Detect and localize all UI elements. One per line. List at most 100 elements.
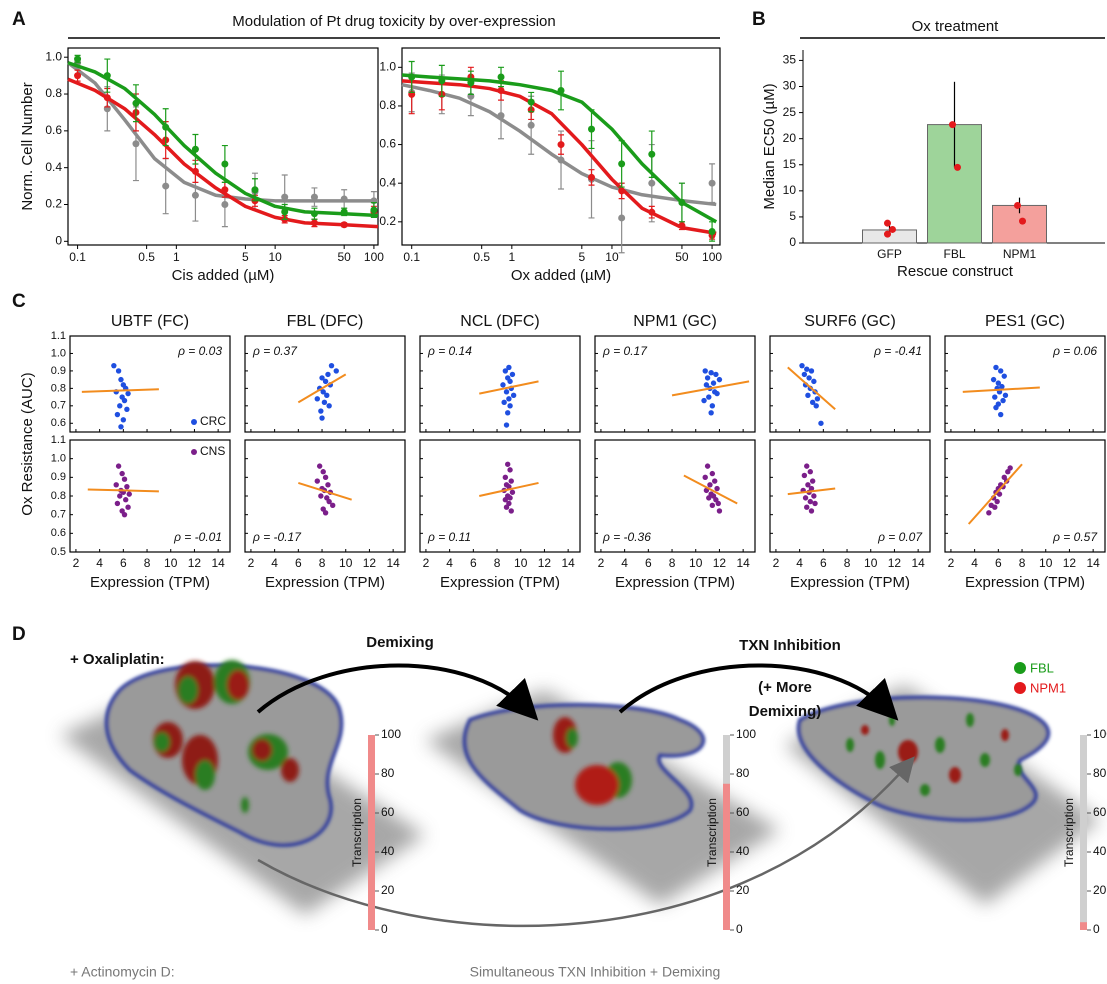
- data-point: [708, 369, 714, 376]
- y-axis-label: Median EC50 (µM): [761, 83, 778, 209]
- y-axis-label: Norm. Cell Number: [19, 82, 36, 210]
- replicate-point: [1014, 201, 1021, 209]
- data-point: [801, 371, 808, 378]
- plot-frame: [401, 47, 721, 246]
- data-point: [813, 403, 819, 409]
- data-point: [557, 141, 565, 149]
- y-tick-label: 0: [55, 233, 62, 247]
- data-point: [998, 411, 1004, 418]
- data-point: [996, 491, 1003, 497]
- x-tick-label: 14: [911, 556, 925, 570]
- x-tick-label: NPM1: [1003, 247, 1037, 261]
- x-tick-label: 6: [645, 556, 652, 570]
- x-tick-label: 2: [73, 556, 80, 570]
- data-point: [322, 510, 329, 516]
- x-tick-label: 100: [702, 250, 722, 264]
- data-point: [340, 208, 348, 216]
- data-point: [812, 500, 818, 507]
- colorbar-tick-label: 80: [381, 766, 395, 780]
- data-point: [807, 469, 813, 475]
- data-point: [310, 210, 318, 218]
- annotation: ρ = -0.36: [602, 530, 651, 544]
- panel-label: C: [12, 291, 26, 312]
- data-point: [510, 392, 517, 399]
- colorbar-tick-label: 100: [736, 727, 756, 741]
- x-axis-label: Expression (TPM): [790, 574, 910, 591]
- data-point: [191, 145, 199, 153]
- x-tick-label: 12: [713, 556, 727, 570]
- x-tick-label: 14: [561, 556, 575, 570]
- x-tick-label: 4: [96, 556, 103, 570]
- data-point: [709, 470, 716, 477]
- data-point: [74, 55, 82, 63]
- colorbar-label: Transcription: [705, 798, 719, 867]
- data-point: [1002, 392, 1009, 399]
- colorbar-level: [1080, 922, 1087, 930]
- data-point: [325, 482, 331, 488]
- data-point: [708, 410, 714, 416]
- y-tick-label: 15: [783, 157, 797, 171]
- data-point: [509, 489, 516, 495]
- y-tick-label: 0.6: [379, 137, 396, 151]
- data-point: [527, 98, 535, 106]
- data-point: [320, 469, 326, 475]
- data-point: [708, 179, 716, 187]
- y-tick-label: 10: [783, 183, 797, 197]
- colorbar-tick-label: 20: [1093, 883, 1107, 897]
- data-point: [121, 397, 128, 404]
- x-tick-label: GFP: [877, 247, 902, 261]
- data-point: [710, 380, 717, 386]
- y-tick-label: 0.7: [51, 509, 66, 521]
- data-point: [124, 406, 130, 413]
- data-point: [507, 403, 513, 409]
- data-point: [502, 474, 509, 481]
- x-tick-label: 6: [995, 556, 1002, 570]
- data-point: [340, 195, 348, 203]
- y-tick-label: 1.0: [45, 49, 62, 63]
- fit-line: [479, 481, 539, 497]
- data-point: [316, 463, 323, 469]
- data-point: [281, 208, 289, 216]
- data-point: [121, 476, 128, 482]
- data-point: [506, 396, 512, 402]
- data-point: [221, 186, 229, 194]
- x-tick-label: 10: [864, 556, 878, 570]
- legend-label: CRC: [200, 414, 226, 428]
- plot-frame: [419, 335, 581, 433]
- cell-rendering: [60, 660, 425, 915]
- data-point: [527, 121, 535, 129]
- data-point: [716, 508, 723, 514]
- colorbar-tick-label: 0: [381, 922, 388, 936]
- x-tick-label: 1: [173, 250, 180, 264]
- data-point: [497, 86, 505, 94]
- replicate-point: [1019, 217, 1026, 225]
- x-axis-label: Ox added (µM): [511, 267, 611, 284]
- colorbar-label: Transcription: [350, 798, 364, 867]
- data-point: [801, 472, 808, 479]
- y-tick-label: 0.2: [45, 197, 62, 211]
- condition-label: + Oxaliplatin:: [70, 651, 165, 668]
- x-tick-label: 2: [423, 556, 430, 570]
- x-tick-label: 5: [578, 250, 585, 264]
- data-point: [330, 502, 336, 509]
- x-tick-label: FBL: [943, 247, 965, 261]
- data-point: [320, 389, 326, 395]
- data-point: [318, 493, 324, 499]
- data-point: [370, 206, 378, 214]
- annotation: ρ = 0.37: [252, 344, 298, 358]
- column-title: SURF6 (GC): [804, 313, 896, 330]
- data-point: [1000, 397, 1006, 404]
- x-tick-label: 10: [339, 556, 353, 570]
- data-point: [986, 510, 992, 516]
- data-point: [678, 199, 686, 207]
- data-point: [806, 375, 812, 381]
- y-tick-label: 35: [783, 53, 797, 67]
- x-tick-label: 8: [1019, 556, 1026, 570]
- x-tick-label: 10: [164, 556, 178, 570]
- data-point: [808, 368, 815, 374]
- x-tick-label: 100: [364, 250, 384, 264]
- data-point: [121, 511, 128, 518]
- data-point: [994, 498, 1000, 505]
- data-point: [111, 362, 117, 369]
